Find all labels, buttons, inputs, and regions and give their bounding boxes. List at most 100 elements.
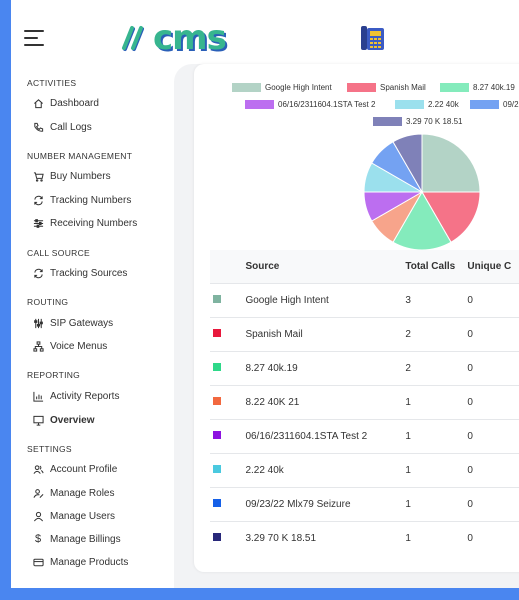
unique-calls-cell: 0 (467, 521, 519, 555)
card-icon (32, 556, 44, 568)
app-window: cms ACTIVITIES Dashboard Call Logs NUMBE… (11, 0, 519, 588)
sidebar-item-activity-reports[interactable]: Activity Reports (32, 387, 119, 405)
table-row: 8.27 40k.19 2 0 (210, 351, 519, 386)
total-calls-cell: 2 (405, 317, 468, 352)
legend-item[interactable]: 09/2 (470, 100, 519, 109)
overview-card: Google High Intent Spanish Mail 8.27 40k… (194, 64, 519, 572)
sidebar-item-sip-gateways[interactable]: SIP Gateways (32, 314, 113, 332)
sidebar-item-label: Tracking Sources (50, 267, 128, 279)
source-color-swatch (213, 465, 221, 473)
unique-calls-column-header: Unique C (467, 261, 512, 272)
user-edit-icon (32, 487, 44, 499)
pie-slice[interactable] (392, 191, 452, 251)
logo-text: cms (153, 18, 227, 58)
source-color-swatch (213, 533, 221, 541)
sidebar-item-account-profile[interactable]: Account Profile (32, 460, 117, 478)
table-row: 09/23/22 Mlx79 Seizure 1 0 (210, 487, 519, 522)
sidebar-item-call-logs[interactable]: Call Logs (32, 118, 92, 136)
desk-phone-icon[interactable] (360, 24, 386, 52)
table-row: Google High Intent 3 0 (210, 283, 519, 318)
unique-calls-cell: 0 (467, 419, 519, 454)
main-content: Google High Intent Spanish Mail 8.27 40k… (174, 64, 519, 588)
sidebar-item-label: Manage Billings (50, 533, 121, 545)
total-calls-cell: 2 (405, 351, 468, 386)
source-cell: 2.22 40k (245, 453, 406, 488)
table-row: 3.29 70 K 18.51 1 0 (210, 521, 519, 555)
total-calls-cell: 3 (405, 283, 468, 318)
source-cell: 09/23/22 Mlx79 Seizure (245, 487, 406, 522)
pie-slice[interactable] (421, 191, 481, 243)
home-icon (32, 97, 44, 109)
source-color-swatch (213, 295, 221, 303)
total-calls-column-header: Total Calls (405, 261, 456, 272)
table-header-row: Source Total Calls Unique C (210, 250, 519, 284)
legend-label: 06/16/2311604.1STA Test 2 (278, 100, 376, 109)
sidebar-item-label: SIP Gateways (50, 317, 114, 329)
legend-swatch (373, 117, 402, 126)
sidebar-item-label: Voice Menus (50, 340, 108, 352)
source-cell: 8.22 40K 21 (245, 385, 406, 420)
table-row: 06/16/2311604.1STA Test 2 1 0 (210, 419, 519, 454)
sidebar-item-label: Buy Numbers (50, 170, 111, 182)
sidebar-item-manage-users[interactable]: Manage Users (32, 507, 115, 525)
sidebar-item-overview[interactable]: Overview (32, 411, 94, 429)
section-title-routing: ROUTING (27, 297, 69, 307)
legend-swatch (347, 83, 376, 92)
sidebar-item-manage-products[interactable]: Manage Products (32, 553, 128, 571)
legend-label: 2.22 40k (428, 100, 459, 109)
legend-item[interactable]: Google High Intent (232, 83, 332, 92)
source-cell: 06/16/2311604.1STA Test 2 (245, 419, 406, 454)
sidebar-item-label: Receiving Numbers (50, 217, 138, 229)
sitemap-icon (32, 340, 44, 352)
unique-calls-cell: 0 (467, 487, 519, 522)
sidebar-item-receiving-numbers[interactable]: Receiving Numbers (32, 214, 137, 232)
sidebar-item-label: Overview (50, 414, 95, 426)
legend-label: 8.27 40k.19 (473, 83, 515, 92)
sidebar-item-label: Manage Products (50, 556, 129, 568)
brand-logo[interactable]: cms (121, 18, 227, 58)
refresh-icon (32, 267, 44, 279)
phone-icon (32, 121, 44, 133)
sidebar-item-label: Call Logs (50, 121, 92, 133)
source-color-swatch (213, 397, 221, 405)
legend-label: 3.29 70 K 18.51 (406, 117, 463, 126)
legend-item[interactable]: 2.22 40k (395, 100, 459, 109)
section-title-settings: SETTINGS (27, 444, 72, 454)
unique-calls-cell: 0 (467, 453, 519, 488)
section-title-reporting: REPORTING (27, 370, 81, 380)
sources-table: Source Total Calls Unique C Google High … (210, 250, 519, 555)
sliders-icon (32, 217, 44, 229)
sidebar-item-label: Dashboard (50, 97, 99, 109)
sidebar-item-tracking-sources[interactable]: Tracking Sources (32, 264, 127, 282)
table-row: 8.22 40K 21 1 0 (210, 385, 519, 420)
legend-swatch (395, 100, 424, 109)
sidebar-item-voice-menus[interactable]: Voice Menus (32, 337, 107, 355)
legend-item[interactable]: 06/16/2311604.1STA Test 2 (245, 100, 375, 109)
section-title-number-management: NUMBER MANAGEMENT (27, 151, 133, 161)
sidebar-item-label: Account Profile (50, 463, 118, 475)
pie-slice[interactable] (421, 133, 481, 193)
menu-toggle-icon[interactable] (24, 30, 46, 48)
sidebar-item-buy-numbers[interactable]: Buy Numbers (32, 167, 111, 185)
sidebar-item-tracking-numbers[interactable]: Tracking Numbers (32, 191, 131, 209)
source-color-swatch (213, 431, 221, 439)
color-column-header (210, 250, 245, 284)
legend-item[interactable]: Spanish Mail (347, 83, 426, 92)
total-calls-cell: 1 (405, 453, 468, 488)
pie-slice[interactable] (392, 133, 423, 194)
section-title-activities: ACTIVITIES (27, 78, 77, 88)
total-calls-cell: 1 (405, 521, 468, 555)
unique-calls-cell: 0 (467, 317, 519, 352)
source-cell: 8.27 40k.19 (245, 351, 406, 386)
sidebar-item-manage-roles[interactable]: Manage Roles (32, 484, 114, 502)
sidebar-item-manage-billings[interactable]: $ Manage Billings (32, 530, 121, 548)
sidebar-item-label: Activity Reports (50, 390, 120, 402)
legend-label: 09/2 (503, 100, 519, 109)
legend-item[interactable]: 3.29 70 K 18.51 (373, 117, 463, 126)
cart-icon (32, 170, 44, 182)
logo-mark-icon (122, 26, 144, 51)
sidebar-item-dashboard[interactable]: Dashboard (32, 94, 99, 112)
pie-chart (363, 133, 481, 251)
legend-item[interactable]: 8.27 40k.19 (440, 83, 515, 92)
refresh-icon (32, 194, 44, 206)
